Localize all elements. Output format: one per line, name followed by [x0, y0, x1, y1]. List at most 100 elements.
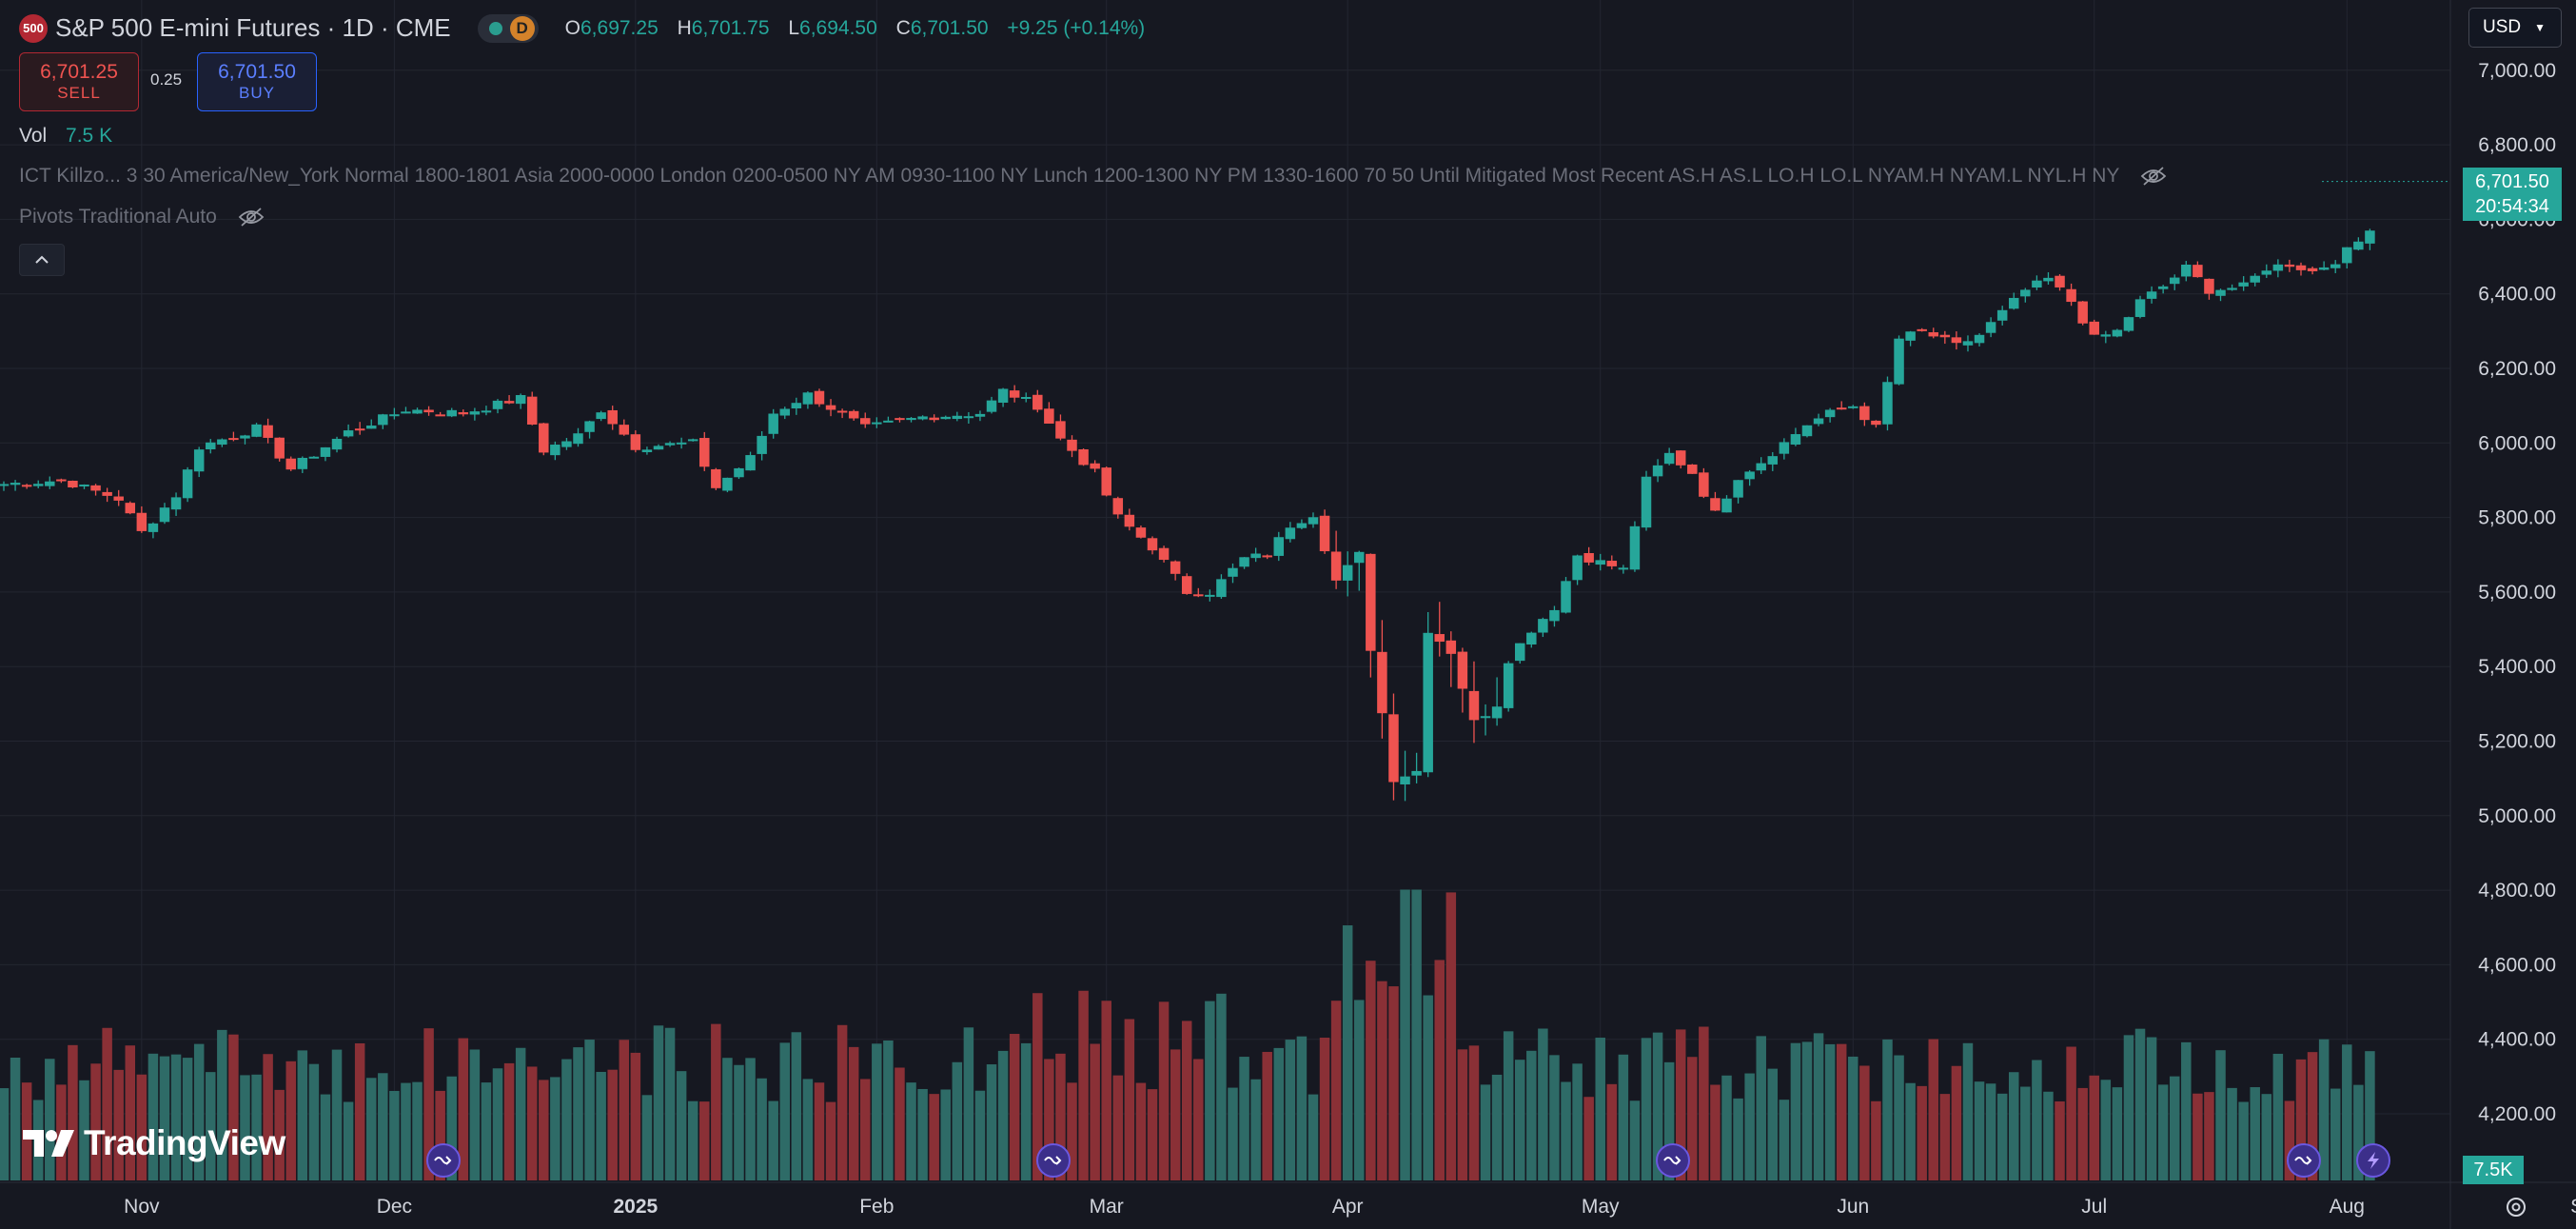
volume-bar	[1801, 1041, 1813, 1180]
volume-bar	[734, 1064, 744, 1180]
candle-body	[2077, 301, 2088, 324]
x-tick-label: Dec	[377, 1196, 412, 1218]
candle-body	[607, 409, 618, 425]
volume-bar	[68, 1044, 78, 1180]
volume-bar	[917, 1088, 928, 1180]
candle-body	[193, 449, 205, 472]
candle-body	[1078, 448, 1089, 466]
volume-bar	[1366, 961, 1376, 1180]
candle-body	[1985, 322, 1996, 333]
flash-icon[interactable]	[2356, 1143, 2390, 1178]
candle-body	[906, 418, 916, 421]
sell-label: SELL	[57, 84, 101, 102]
logo-text: TradingView	[84, 1123, 285, 1162]
volume-bar	[113, 1069, 124, 1180]
tradingview-logo[interactable]: TradingView	[23, 1123, 285, 1163]
candle-body	[584, 421, 595, 432]
volume-bar	[1595, 1038, 1605, 1180]
volume-bar	[2123, 1035, 2134, 1180]
candle-body	[1388, 714, 1399, 783]
candle-body	[2204, 278, 2214, 294]
volume-bar	[2284, 1100, 2295, 1180]
indicator-legend-killzones[interactable]: ICT Killzo... 3 30 America/New_York Norm…	[19, 165, 2167, 188]
candle-body	[136, 512, 147, 531]
candle-body	[1526, 632, 1537, 645]
currency-select[interactable]: USD ▼	[2468, 8, 2562, 48]
volume-bar	[596, 1071, 606, 1180]
candle-body	[2100, 334, 2112, 337]
candle-body	[1400, 776, 1410, 784]
candle-body	[1216, 579, 1227, 598]
candle-body	[573, 433, 583, 445]
volume-bar	[378, 1073, 388, 1180]
volume-bar	[1882, 1039, 1893, 1180]
volume-bar	[1687, 1057, 1698, 1180]
candle-body	[492, 400, 503, 409]
volume-bar	[1377, 981, 1387, 1180]
candle-body	[1894, 338, 1904, 385]
event-arrow-icon[interactable]	[426, 1143, 461, 1178]
candle-body	[1009, 390, 1020, 398]
volume-bar	[1985, 1083, 1996, 1180]
volume-bar	[1836, 1043, 1847, 1180]
market-status[interactable]: D	[477, 13, 539, 43]
volume-bar	[2318, 1039, 2330, 1180]
x-tick-label: Apr	[1332, 1196, 1364, 1218]
volume-bar	[607, 1069, 618, 1180]
candle-body	[952, 415, 963, 420]
candle-body	[21, 485, 32, 487]
candle-body	[1824, 409, 1836, 418]
sell-button[interactable]: 6,701.25 SELL	[19, 52, 139, 111]
eye-off-icon[interactable]	[238, 207, 265, 228]
candle-body	[872, 422, 882, 425]
volume-bar	[45, 1059, 55, 1180]
candle-body	[1699, 472, 1709, 497]
volume-bar	[2146, 1037, 2157, 1180]
volume-bar	[1319, 1038, 1330, 1180]
volume-bar	[1699, 1026, 1709, 1180]
y-tick-label: 6,400.00	[2478, 284, 2556, 306]
event-arrow-icon[interactable]	[2287, 1143, 2321, 1178]
eye-off-icon[interactable]	[2140, 166, 2167, 187]
chart-legend: 500 S&P 500 E-mini Futures · 1D · CME D …	[19, 13, 1158, 43]
candle-body	[1319, 515, 1330, 552]
high-value: 6,701.75	[691, 16, 770, 39]
volume-bar	[1078, 990, 1089, 1180]
event-arrow-icon[interactable]	[1656, 1143, 1690, 1178]
candle-body	[1170, 561, 1181, 574]
candle-body	[1779, 442, 1790, 454]
collapse-legend-button[interactable]	[19, 244, 65, 276]
symbol-icon[interactable]: 500	[19, 13, 48, 43]
candle-body	[986, 400, 997, 412]
volume-bar	[1112, 1075, 1124, 1180]
y-tick-label: 4,400.00	[2478, 1029, 2556, 1051]
volume-legend[interactable]: Vol 7.5 K	[19, 125, 112, 148]
settings-icon[interactable]	[2503, 1194, 2529, 1220]
candle-body	[2193, 265, 2203, 278]
candle-body	[711, 468, 721, 488]
volume-bar	[1951, 1065, 1962, 1180]
candle-body	[836, 410, 848, 413]
volume-bar	[1733, 1098, 1743, 1180]
y-tick-label: 7,000.00	[2478, 60, 2556, 82]
buy-button[interactable]: 6,701.50 BUY	[197, 52, 317, 111]
indicator-legend-pivots[interactable]: Pivots Traditional Auto	[19, 206, 265, 228]
volume-bar	[435, 1090, 445, 1180]
chart-grid	[0, 0, 2450, 1180]
volume-bar	[102, 1027, 112, 1180]
event-arrow-icon[interactable]	[1036, 1143, 1071, 1178]
volume-bar	[1538, 1028, 1548, 1180]
candle-body	[1583, 552, 1594, 563]
volume-bar	[1996, 1093, 2008, 1180]
volume-bar	[2204, 1092, 2214, 1180]
candle-body	[2272, 264, 2284, 271]
candle-body	[2055, 275, 2065, 287]
volume-bar	[458, 1038, 469, 1180]
x-tick-label: Jun	[1837, 1196, 1869, 1218]
price-change: +9.25 (+0.14%)	[1007, 16, 1146, 39]
volume-bar	[1939, 1094, 1951, 1180]
symbol-title[interactable]: S&P 500 E-mini Futures · 1D · CME	[55, 13, 451, 42]
candle-body	[917, 416, 928, 420]
volume-bar	[308, 1063, 320, 1180]
